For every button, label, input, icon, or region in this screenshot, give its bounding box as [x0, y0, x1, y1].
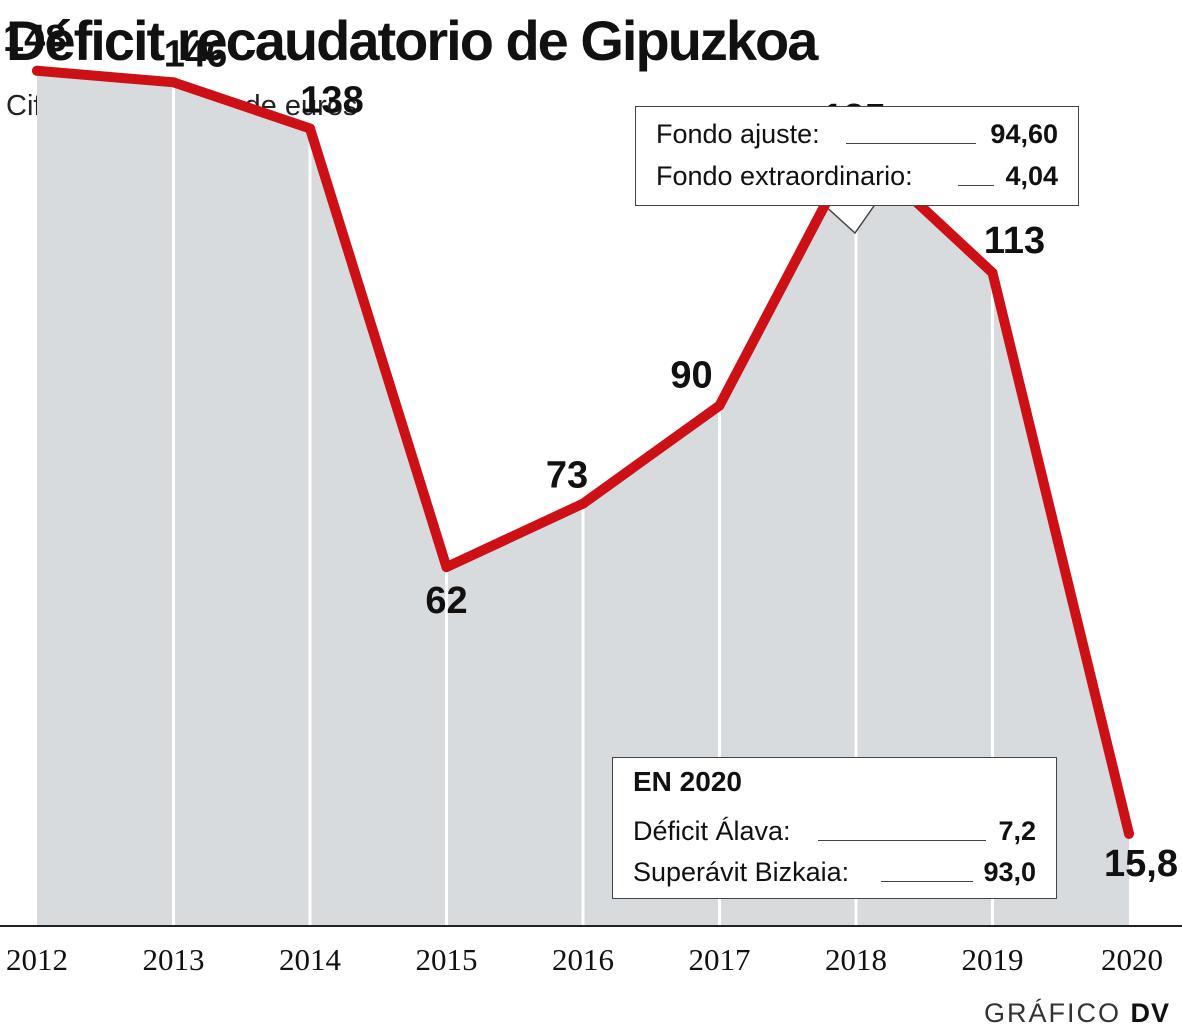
leader-line	[818, 840, 986, 841]
x-tick-label: 2017	[689, 942, 751, 977]
x-tick-label: 2018	[825, 942, 887, 977]
credit-brand: DV	[1130, 998, 1170, 1028]
credit-prefix: GRÁFICO	[983, 998, 1121, 1028]
callout-value: 4,04	[1005, 161, 1058, 191]
info-value: 7,2	[998, 816, 1036, 846]
x-tick-label: 2014	[279, 942, 342, 977]
x-tick-label: 2013	[143, 942, 205, 977]
x-tick-label: 2019	[962, 942, 1024, 977]
value-label: 138	[300, 79, 363, 121]
data-point-2012	[32, 65, 42, 76]
callout-pointer	[821, 202, 877, 235]
data-point-2019	[987, 267, 998, 278]
data-point-2013	[168, 77, 179, 88]
data-point-2016	[578, 498, 588, 509]
leader-line	[958, 185, 994, 186]
info-box-2020: EN 2020 Déficit Álava: 7,2 Superávit Biz…	[612, 757, 1057, 899]
value-label: 146	[164, 33, 227, 75]
value-label: 90	[670, 355, 712, 397]
data-point-2014	[305, 123, 315, 134]
value-label: 15,8	[1104, 843, 1178, 885]
callout-box-2018: Fondo ajuste: 94,60 Fondo extraordinario…	[635, 106, 1079, 206]
chart-title: Déficit recaudatorio de Gipuzkoa	[6, 9, 818, 72]
callout-label: Fondo ajuste:	[656, 119, 820, 149]
leader-line	[881, 881, 973, 882]
x-tick-label: 2015	[416, 942, 478, 977]
x-tick-label: 2016	[552, 942, 614, 977]
x-tick-label: 2012	[6, 942, 68, 977]
value-label: 148	[3, 18, 66, 60]
value-label: 113	[984, 220, 1045, 262]
callout-label: Fondo extraordinario:	[656, 161, 913, 191]
callout-value: 94,60	[990, 119, 1058, 149]
info-label: Superávit Bizkaia:	[633, 857, 850, 887]
info-box-heading: EN 2020	[633, 766, 742, 797]
value-label: 73	[546, 455, 588, 497]
x-tick-label: 2020	[1101, 942, 1163, 977]
leader-line	[846, 143, 976, 144]
value-label: 62	[425, 580, 467, 622]
data-point-2020	[1124, 828, 1134, 839]
info-value: 93,0	[983, 857, 1036, 887]
data-point-2015	[441, 562, 452, 573]
credit-line: GRÁFICO DV	[984, 998, 1170, 1029]
info-label: Déficit Álava:	[633, 816, 791, 846]
data-point-2017	[714, 400, 725, 411]
